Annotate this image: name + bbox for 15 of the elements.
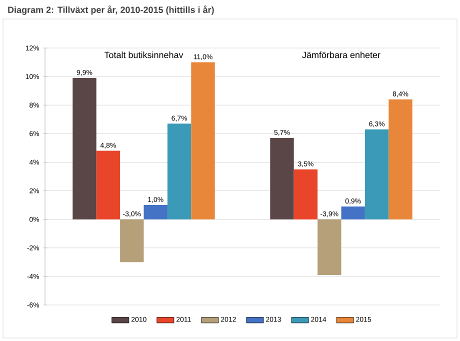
bar xyxy=(341,206,365,220)
chart-title: Diagram 2: Tillväxt per år, 2010-2015 (hittills i år) xyxy=(8,6,214,15)
bar xyxy=(191,62,215,220)
bar xyxy=(294,169,318,220)
bar xyxy=(72,78,96,220)
bar xyxy=(96,150,120,220)
bar xyxy=(270,138,294,220)
bar xyxy=(167,124,192,220)
bar xyxy=(364,129,389,220)
bar xyxy=(144,205,168,220)
x-tick-label: Totalt butiksinnehav xyxy=(104,52,184,58)
bar xyxy=(388,99,412,220)
bar xyxy=(318,219,342,276)
x-tick-label: Jämförbara enheter xyxy=(302,52,380,58)
bar xyxy=(120,219,144,262)
